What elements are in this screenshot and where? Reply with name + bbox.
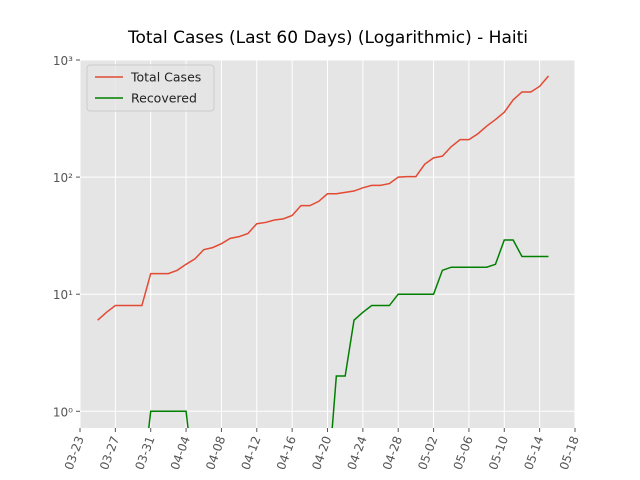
x-tick-label: 04-24 bbox=[345, 434, 370, 472]
x-tick-label: 03-27 bbox=[97, 434, 122, 472]
y-tick-label: 10⁰ bbox=[53, 405, 73, 419]
series-line bbox=[97, 75, 550, 321]
x-tick-label: 05-18 bbox=[557, 434, 582, 472]
x-tick-label: 04-08 bbox=[203, 434, 228, 472]
chart-title: Total Cases (Last 60 Days) (Logarithmic)… bbox=[127, 28, 528, 48]
x-tick-label: 04-12 bbox=[239, 434, 264, 472]
legend-label: Total Cases bbox=[130, 70, 201, 85]
x-tick-label: 03-23 bbox=[62, 434, 87, 472]
y-tick-label: 10² bbox=[53, 171, 73, 185]
x-tick-label: 04-16 bbox=[274, 434, 299, 472]
legend-label: Recovered bbox=[131, 91, 197, 106]
x-tick-label: 03-31 bbox=[132, 434, 157, 472]
x-tick-label: 05-10 bbox=[486, 434, 511, 472]
x-tick-label: 05-02 bbox=[415, 434, 440, 472]
y-tick-label: 10¹ bbox=[53, 288, 73, 302]
x-tick-label: 04-04 bbox=[168, 434, 193, 472]
x-tick-label: 05-14 bbox=[521, 434, 546, 472]
x-tick-label: 04-28 bbox=[380, 434, 405, 472]
x-tick-label: 04-20 bbox=[309, 434, 334, 472]
series-line bbox=[148, 239, 549, 428]
y-tick-label: 10³ bbox=[53, 54, 73, 68]
x-tick-label: 05-06 bbox=[451, 434, 476, 472]
